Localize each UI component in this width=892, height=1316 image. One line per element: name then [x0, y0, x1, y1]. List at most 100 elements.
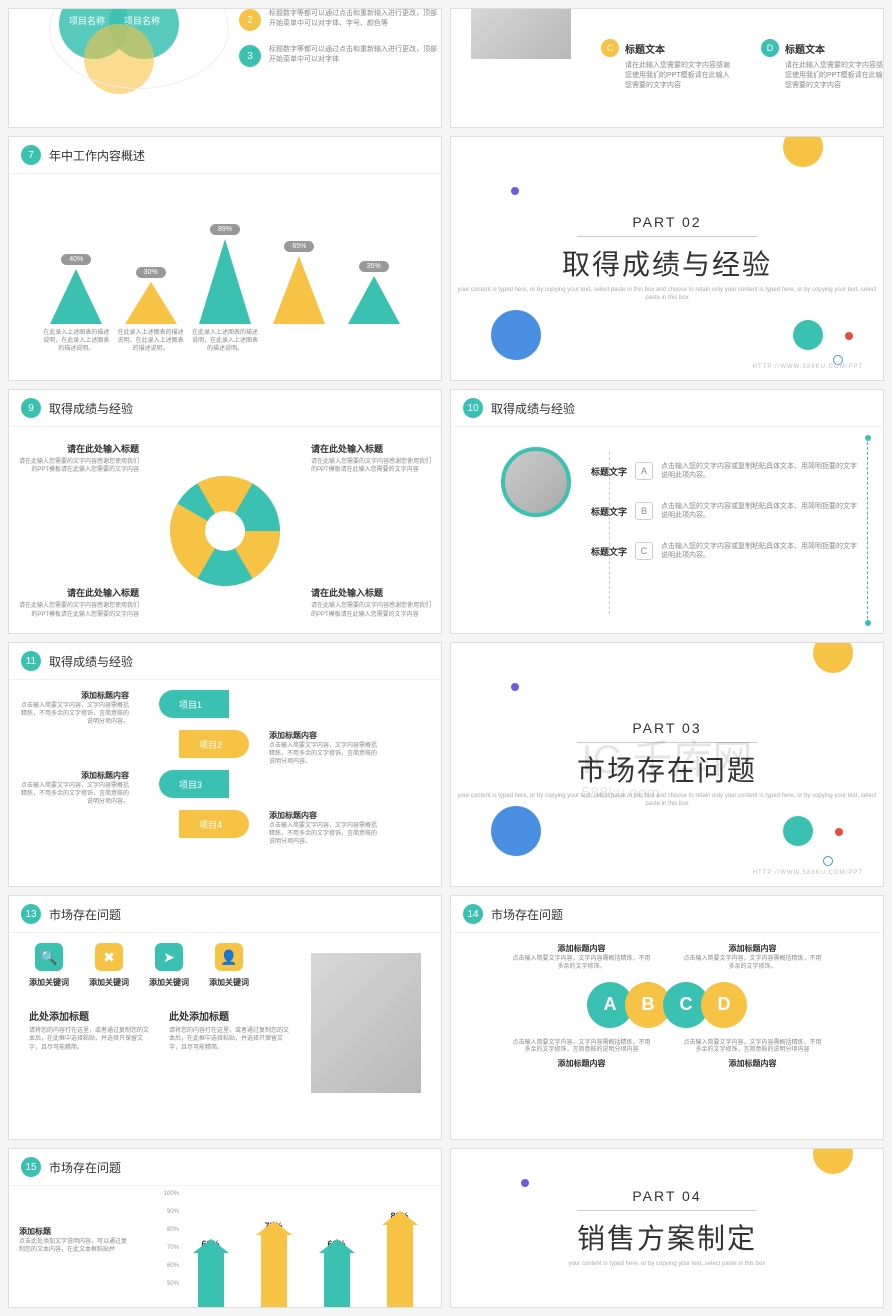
kv-letter: C — [635, 542, 653, 560]
text-title: 添加标题内容 — [511, 943, 652, 954]
arrow-column: 88% — [387, 1211, 413, 1308]
keyword-icon: ✖ — [95, 943, 123, 971]
text-body: 点击输入简要文字内容，文字内容需概括精炼，不用多余的文字修饰。 — [511, 956, 652, 972]
quad-text: 请在此处输入标题 请在此输入您需要的文字内容感谢您使用我们的PPT模板请在此输入… — [311, 586, 431, 619]
peak-triangle — [348, 276, 400, 324]
venn-label-2: 项目名称 — [124, 14, 160, 27]
text-title: 添加标题内容 — [19, 770, 129, 781]
peak-percent: 30% — [136, 267, 166, 278]
slide-title: 年中工作内容概述 — [49, 147, 145, 164]
quad-title: 请在此处输入标题 — [19, 586, 139, 599]
peak-column: 40% — [43, 254, 110, 324]
profile-image — [501, 447, 571, 517]
peak-column: 89% — [192, 224, 259, 324]
keyword-icon: 🔍 — [35, 943, 63, 971]
quad-desc: 请在此输入您需要的文字内容感谢您使用我们的PPT模板请在此输入您需要的文字内容 — [311, 458, 431, 475]
y-tick: 90% — [167, 1209, 179, 1215]
arrow-column: 79% — [261, 1221, 287, 1308]
letter-badge: C — [601, 39, 619, 57]
slide-title: 市场存在问题 — [49, 906, 121, 923]
project-shape: 项目2 — [179, 730, 249, 758]
part-number: PART 02 — [632, 214, 701, 230]
number-badge: 2 — [239, 9, 261, 31]
peak-desc — [266, 330, 333, 353]
slide-number: 7 — [21, 145, 41, 165]
quad-text: 请在此处输入标题 请在此输入您需要的文字内容感谢您使用我们的PPT模板请在此输入… — [311, 442, 431, 475]
peak-percent: 40% — [61, 254, 91, 265]
top-text-block: 添加标题内容 点击输入简要文字内容，文字内容需概括精炼，不用多余的文字修饰。 — [682, 943, 823, 972]
peak-percent: 35% — [359, 261, 389, 272]
part-url: HTTP://WWW.588KU.COM/PPT — [753, 870, 863, 876]
kv-letter: A — [635, 462, 653, 480]
arrow-shape — [387, 1223, 413, 1308]
item-title: 标题文本 — [785, 41, 825, 56]
slide-7: 7 年中工作内容概述 40% 30% 89% 65% 35% 在此录入上述图表的… — [8, 136, 442, 381]
text-title: 添加标题内容 — [269, 810, 379, 821]
slide-title: 市场存在问题 — [491, 906, 563, 923]
list-item: 3 标题数字等都可以通过点击和重新输入进行更改，顶部开始菜单中可以对字体 — [239, 45, 441, 67]
bottom-text-block: 点击输入简要文字内容，文字内容需概括精炼，不用多余的文字修饰，言简意赅的说明分项… — [682, 1040, 823, 1072]
slide-15: 15 市场存在问题 添加标题 点击此处添加文字说明内容，可以通过复制您的文本内容… — [8, 1148, 442, 1308]
text-body: 点击输入简要文字内容，文字内容需概括精炼，不用多余的文字修饰，言简意赅的说明分项… — [19, 783, 129, 806]
keyword-icon: 👤 — [215, 943, 243, 971]
peak-triangle — [199, 239, 251, 324]
left-text: 点击此处添加文字说明内容，可以通过复制您的文本内容，在此文本框粘贴并 — [19, 1239, 129, 1255]
keyword-label: 添加关键词 — [89, 977, 129, 988]
keyword-item: ➤ 添加关键词 — [149, 943, 189, 988]
slide-11: 11 取得成绩与经验 项目1项目2项目3项目4 添加标题内容 点击输入简要文字内… — [8, 642, 442, 887]
y-tick: 60% — [167, 1263, 179, 1269]
part-3: IC 千库网588ku.com PART 03 市场存在问题 your cont… — [450, 642, 884, 887]
quad-text: 请在此处输入标题 请在此输入您需要的文字内容感谢您使用我们的PPT模板请在此输入… — [19, 442, 139, 475]
quad-desc: 请在此输入您需要的文字内容感谢您使用我们的PPT模板请在此输入您需要的文字内容 — [311, 602, 431, 619]
text-title: 添加标题内容 — [682, 943, 823, 954]
part-title: 取得成绩与经验 — [562, 243, 772, 283]
keyword-label: 添加关键词 — [149, 977, 189, 988]
kv-text: 点击输入您的文字内容或复制粘贴具体文本、用简明扼要的文字说明此项内容。 — [661, 542, 861, 560]
aperture-diagram — [170, 476, 280, 586]
keyword-item: ✖ 添加关键词 — [89, 943, 129, 988]
arrow-column: 63% — [198, 1239, 224, 1308]
arrow-shape — [198, 1251, 224, 1308]
part-title: 销售方案制定 — [577, 1217, 757, 1257]
arrow-shape — [324, 1251, 350, 1308]
kv-text: 点击输入您的文字内容或复制粘贴具体文本、用简明扼要的文字说明此项内容。 — [661, 502, 861, 520]
peak-desc: 在此录入上述图表的描述说明，在此录入上述图表的描述说明。 — [192, 330, 259, 353]
part-url: HTTP://WWW.588KU.COM/PPT — [753, 364, 863, 370]
item-title: 标题文本 — [625, 41, 665, 56]
para-title: 此处添加标题 — [169, 1008, 289, 1023]
part-subtitle: your content is typed here, or by copyin… — [569, 1261, 766, 1269]
slide-title: 取得成绩与经验 — [49, 400, 133, 417]
text-body: 点击输入简要文字内容，文字内容需概括精炼，不用多余的文字修饰，言简意赅的说明分项… — [269, 823, 379, 846]
slide-number: 15 — [21, 1157, 41, 1177]
slide-14: 14 市场存在问题 添加标题内容 点击输入简要文字内容，文字内容需概括精炼，不用… — [450, 895, 884, 1140]
slide-title: 取得成绩与经验 — [49, 653, 133, 670]
slide-title: 市场存在问题 — [49, 1159, 121, 1176]
para-title: 此处添加标题 — [29, 1008, 149, 1023]
quad-title: 请在此处输入标题 — [19, 442, 139, 455]
keyword-item: 🔍 添加关键词 — [29, 943, 69, 988]
part-4: PART 04 销售方案制定 your content is typed her… — [450, 1148, 884, 1308]
letter-badge: D — [761, 39, 779, 57]
project-shape: 项目4 — [179, 810, 249, 838]
photo-placeholder — [471, 8, 571, 59]
letter-circle: D — [701, 982, 747, 1028]
kv-label: 标题文字 — [591, 505, 627, 518]
kv-text: 点击输入您的文字内容或复制粘贴具体文本、用简明扼要的文字说明此项内容。 — [661, 462, 861, 480]
peak-column: 30% — [117, 267, 184, 324]
slide-number: 9 — [21, 398, 41, 418]
y-tick: 70% — [167, 1245, 179, 1251]
keyword-label: 添加关键词 — [29, 977, 69, 988]
slide-number: 11 — [21, 651, 41, 671]
item-text: 请在此输入您需要的文字内容感谢您使用我们的PPT模板请在此输入您需要的文字内容 — [625, 61, 731, 90]
slide-title: 取得成绩与经验 — [491, 400, 575, 417]
peak-desc: 在此录入上述图表的描述说明，在此录入上述图表的描述说明。 — [43, 330, 110, 353]
text-title: 添加标题内容 — [19, 690, 129, 701]
abcd-item: D 标题文本 请在此输入您需要的文字内容感谢您使用我们的PPT模板请在此输入您需… — [761, 39, 884, 90]
item-text: 标题数字等都可以通过点击和重新输入进行更改，顶部开始菜单中可以对字体 — [269, 45, 441, 67]
top-text-block: 添加标题内容 点击输入简要文字内容，文字内容需概括精炼，不用多余的文字修饰。 — [511, 943, 652, 972]
kv-row: 标题文字 C 点击输入您的文字内容或复制粘贴具体文本、用简明扼要的文字说明此项内… — [591, 542, 861, 560]
peak-triangle — [273, 256, 325, 324]
peak-column: 35% — [340, 261, 407, 324]
text-title: 添加标题内容 — [682, 1058, 823, 1069]
kv-row: 标题文字 B 点击输入您的文字内容或复制粘贴具体文本、用简明扼要的文字说明此项内… — [591, 502, 861, 520]
